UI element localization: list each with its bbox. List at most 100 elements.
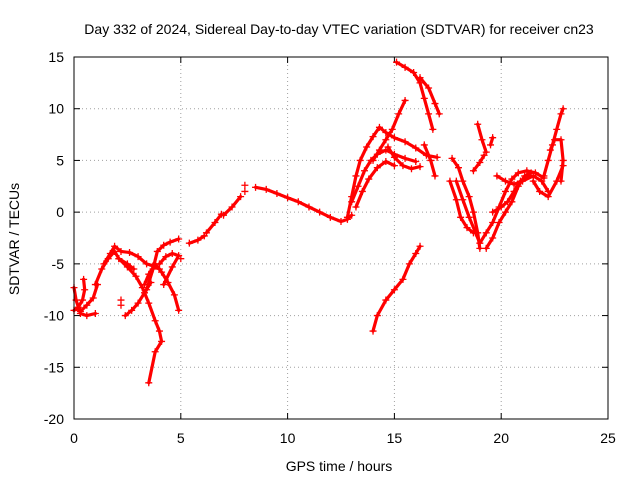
data-point xyxy=(469,229,477,237)
data-point xyxy=(425,84,433,92)
data-point xyxy=(546,146,554,154)
series-s7 xyxy=(115,255,166,387)
data-point xyxy=(497,203,505,211)
data-point xyxy=(237,193,245,201)
data-point xyxy=(529,177,537,185)
data-point xyxy=(388,125,396,133)
data-point xyxy=(134,299,142,307)
x-tick-label: 0 xyxy=(70,430,78,446)
series-line xyxy=(418,76,441,116)
data-point xyxy=(166,238,174,246)
data-point xyxy=(469,167,477,175)
data-point xyxy=(76,307,84,315)
data-point xyxy=(185,239,193,247)
data-point xyxy=(431,172,439,180)
data-point xyxy=(121,312,129,320)
data-point xyxy=(145,379,153,387)
series-s11 xyxy=(185,232,208,247)
data-point xyxy=(390,153,398,161)
data-point xyxy=(401,154,409,162)
data-point xyxy=(160,241,168,249)
data-point xyxy=(427,156,435,164)
data-point xyxy=(401,96,409,104)
data-point xyxy=(126,248,134,256)
data-point xyxy=(241,187,249,195)
data-point xyxy=(149,265,157,273)
data-point xyxy=(155,260,163,268)
data-point xyxy=(151,348,159,356)
data-point xyxy=(510,187,518,195)
data-point xyxy=(538,177,546,185)
y-tick-labels: -20 -15 -10 -5 0 5 10 15 xyxy=(44,49,64,427)
data-point xyxy=(375,146,383,154)
data-point xyxy=(459,177,467,185)
data-point xyxy=(559,156,567,164)
data-point xyxy=(489,134,497,142)
y-tick-label: -5 xyxy=(52,256,65,272)
data-point xyxy=(448,154,456,162)
series-line xyxy=(117,257,164,385)
data-point xyxy=(393,58,401,66)
data-point xyxy=(399,275,407,283)
data-point xyxy=(557,136,565,144)
data-point xyxy=(194,236,202,244)
series-s23 xyxy=(369,242,424,335)
data-point xyxy=(89,294,97,302)
data-point xyxy=(433,153,441,161)
series-line xyxy=(354,159,396,209)
data-point xyxy=(128,306,136,314)
data-point xyxy=(399,162,407,170)
data-point xyxy=(143,260,151,268)
data-point xyxy=(553,125,561,133)
data-point xyxy=(489,234,497,242)
series-s18 xyxy=(369,96,409,164)
x-axis-title: GPS time / hours xyxy=(286,458,393,474)
data-point xyxy=(220,211,228,219)
data-point xyxy=(382,157,390,165)
data-point xyxy=(519,177,527,185)
data-point xyxy=(170,291,178,299)
data-point xyxy=(305,203,313,211)
data-point xyxy=(501,208,509,216)
data-point xyxy=(143,286,151,294)
data-point xyxy=(476,239,484,247)
data-point xyxy=(91,310,99,318)
data-point xyxy=(177,255,185,263)
x-tick-labels: 0 5 10 15 20 25 xyxy=(70,430,616,446)
data-point xyxy=(252,183,260,191)
data-point xyxy=(83,312,91,320)
data-point xyxy=(431,100,439,108)
data-point xyxy=(401,138,409,146)
data-point xyxy=(228,203,236,211)
data-point xyxy=(130,265,138,273)
y-tick-label: 15 xyxy=(48,49,64,65)
series-s19 xyxy=(384,143,424,173)
data-point xyxy=(412,250,420,258)
data-point xyxy=(416,74,424,82)
data-point xyxy=(435,110,443,118)
y-tick-label: 0 xyxy=(56,204,64,220)
data-point xyxy=(405,260,413,268)
series-line xyxy=(371,244,422,333)
data-point xyxy=(416,242,424,250)
series-s10 xyxy=(155,250,183,289)
data-point xyxy=(412,157,420,165)
data-point xyxy=(536,187,544,195)
data-point xyxy=(465,213,473,221)
x-tick-label: 5 xyxy=(177,430,185,446)
data-point xyxy=(91,281,99,289)
data-point xyxy=(175,235,183,243)
data-point xyxy=(501,187,509,195)
data-point xyxy=(123,263,131,271)
y-tick-label: -20 xyxy=(44,411,64,427)
data-point xyxy=(452,196,460,204)
series-s26 xyxy=(446,177,477,237)
data-point xyxy=(482,229,490,237)
data-point xyxy=(390,286,398,294)
y-tick-label: -15 xyxy=(44,359,64,375)
data-point xyxy=(487,141,495,149)
data-point xyxy=(390,134,398,142)
data-point xyxy=(316,208,324,216)
data-point xyxy=(134,253,142,261)
